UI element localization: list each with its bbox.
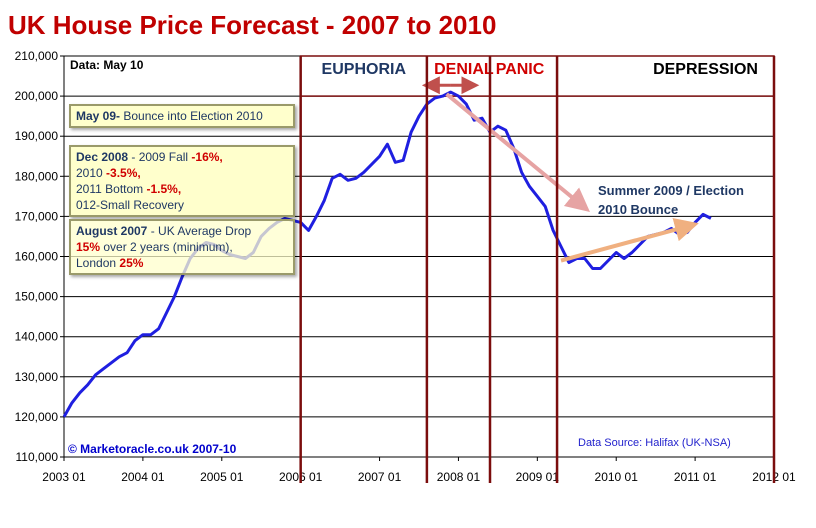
y-tick-label: 170,000 [15,209,59,223]
phase-label: PANIC [496,61,545,78]
x-tick-label: 2010 01 [595,470,639,484]
y-tick-label: 190,000 [15,129,59,143]
phase-label: EUPHORIA [322,61,407,78]
note-dec2008-l4: 012-Small Recovery [76,198,185,212]
phase-label: DEPRESSION [653,61,758,78]
note-aug2007-l2: over 2 years (minimum), [100,240,233,254]
bounce-annotation: Summer 2009 / Election 2010 Bounce [598,183,744,217]
y-tick-label: 110,000 [16,450,59,464]
note-dec2008-l2-red: -3.5%, [106,166,141,180]
note-dec2008-l3-red: -1.5%, [146,182,182,196]
decline-arrow [445,92,590,212]
price-series [62,90,712,418]
y-tick-label: 200,000 [15,89,59,103]
note-may09-text: Bounce into Election 2010 [123,109,263,123]
x-tick-label: 2004 01 [121,470,165,484]
y-tick-label: 210,000 [15,49,59,63]
note-aug2007-date: August 2007 [76,224,148,238]
note-dec2008-l3: 2011 Bottom [76,182,147,196]
note-dec2008-l2: 2010 [76,166,107,180]
note-may09: May 09- Bounce into Election 2010 [69,104,295,128]
phase-lines [299,56,776,483]
x-axis: 2003 01 2004 01 2005 01 2006 01 2007 01 2008 … [42,457,796,484]
y-tick-label: 140,000 [15,330,59,344]
y-tick-label: 150,000 [15,290,59,304]
note-aug2007: August 2007 - UK Average Drop 15% over 2… [69,219,295,275]
x-tick-label: 2003 01 [42,470,86,484]
x-tick-label: 2011 01 [674,470,717,484]
note-dec2008-l1: - 2009 Fall [128,150,192,164]
phase-label: DENIAL [434,61,494,78]
data-source: Data Source: Halifax (UK-NSA) [578,437,731,449]
note-dec2008-date: Dec 2008 [76,150,129,164]
x-tick-label: 2007 01 [358,470,402,484]
arrows [421,76,699,263]
y-tick-label: 180,000 [15,169,59,183]
y-tick-label: 130,000 [15,370,59,384]
data-date-label: Data: May 10 [70,58,144,72]
note-aug2007-l2-red: 15% [76,240,101,254]
recovery-arrow [560,217,699,263]
note-may09-date: May 09- [76,109,121,123]
note-aug2007-l1: - UK Average Drop [147,224,252,238]
x-tick-label: 2005 01 [200,470,244,484]
copyright: © Marketoracle.co.uk 2007-10 [68,442,237,456]
x-tick-label: 2008 01 [437,470,481,484]
note-aug2007-l3-red: 25% [119,256,144,270]
y-axis: 110,000 120,000 130,000 140,000 150,000 160,0… [15,49,64,464]
y-tick-label: 120,000 [15,410,59,424]
phase-band: EUPHORIA DENIAL PANIC DEPRESSION [299,55,775,97]
note-dec2008-l1-red: -16%, [191,150,223,164]
y-tick-label: 160,000 [15,250,59,264]
note-dec2008: Dec 2008 - 2009 Fall -16%, 2010 -3.5%, 2… [69,145,295,217]
note-aug2007-l3: London [76,256,120,270]
price-line [62,90,712,418]
chart-title: UK House Price Forecast - 2007 to 2010 [8,10,496,40]
x-tick-label: 2009 01 [516,470,560,484]
